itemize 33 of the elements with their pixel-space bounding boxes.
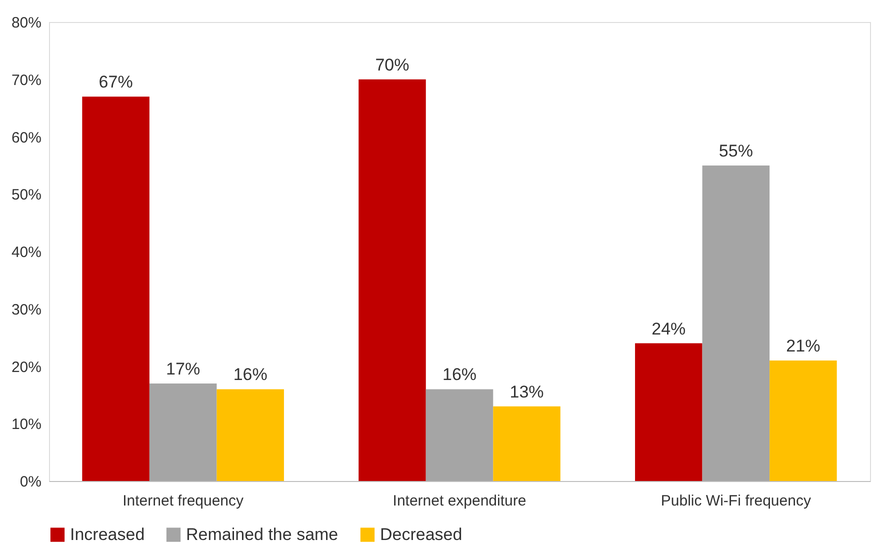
legend-label: Remained the same [186, 524, 338, 544]
data-label: 13% [510, 382, 544, 402]
data-label: 17% [166, 359, 200, 378]
bar [702, 165, 770, 481]
bar [149, 383, 217, 481]
y-tick-label: 20% [11, 358, 42, 376]
data-label: 24% [652, 319, 686, 338]
y-tick-label: 50% [11, 186, 42, 204]
bar [770, 360, 837, 481]
bar [82, 96, 150, 481]
x-tick-label: Internet frequency [122, 492, 244, 510]
x-tick-label: Internet expenditure [392, 492, 526, 510]
bar [426, 389, 494, 481]
x-tick-label: Public Wi-Fi frequency [660, 492, 812, 510]
y-tick-label: 40% [11, 244, 42, 261]
y-tick-label: 70% [11, 72, 42, 89]
bar [358, 79, 426, 481]
legend-label: Decreased [380, 524, 462, 544]
data-label: 55% [718, 141, 753, 160]
data-label: 16% [233, 365, 268, 384]
bar [216, 389, 284, 481]
bar [635, 343, 702, 481]
y-tick-label: 80% [11, 14, 42, 32]
legend-label: Increased [70, 524, 145, 544]
data-label: 21% [786, 336, 820, 356]
data-label: 70% [375, 55, 410, 74]
bar [493, 406, 560, 481]
data-label: 67% [98, 72, 133, 92]
y-tick-label: 30% [11, 301, 42, 318]
data-label: 16% [442, 365, 477, 384]
y-tick-label: 0% [20, 474, 42, 490]
y-tick-label: 10% [11, 416, 42, 434]
y-tick-label: 60% [11, 129, 42, 146]
